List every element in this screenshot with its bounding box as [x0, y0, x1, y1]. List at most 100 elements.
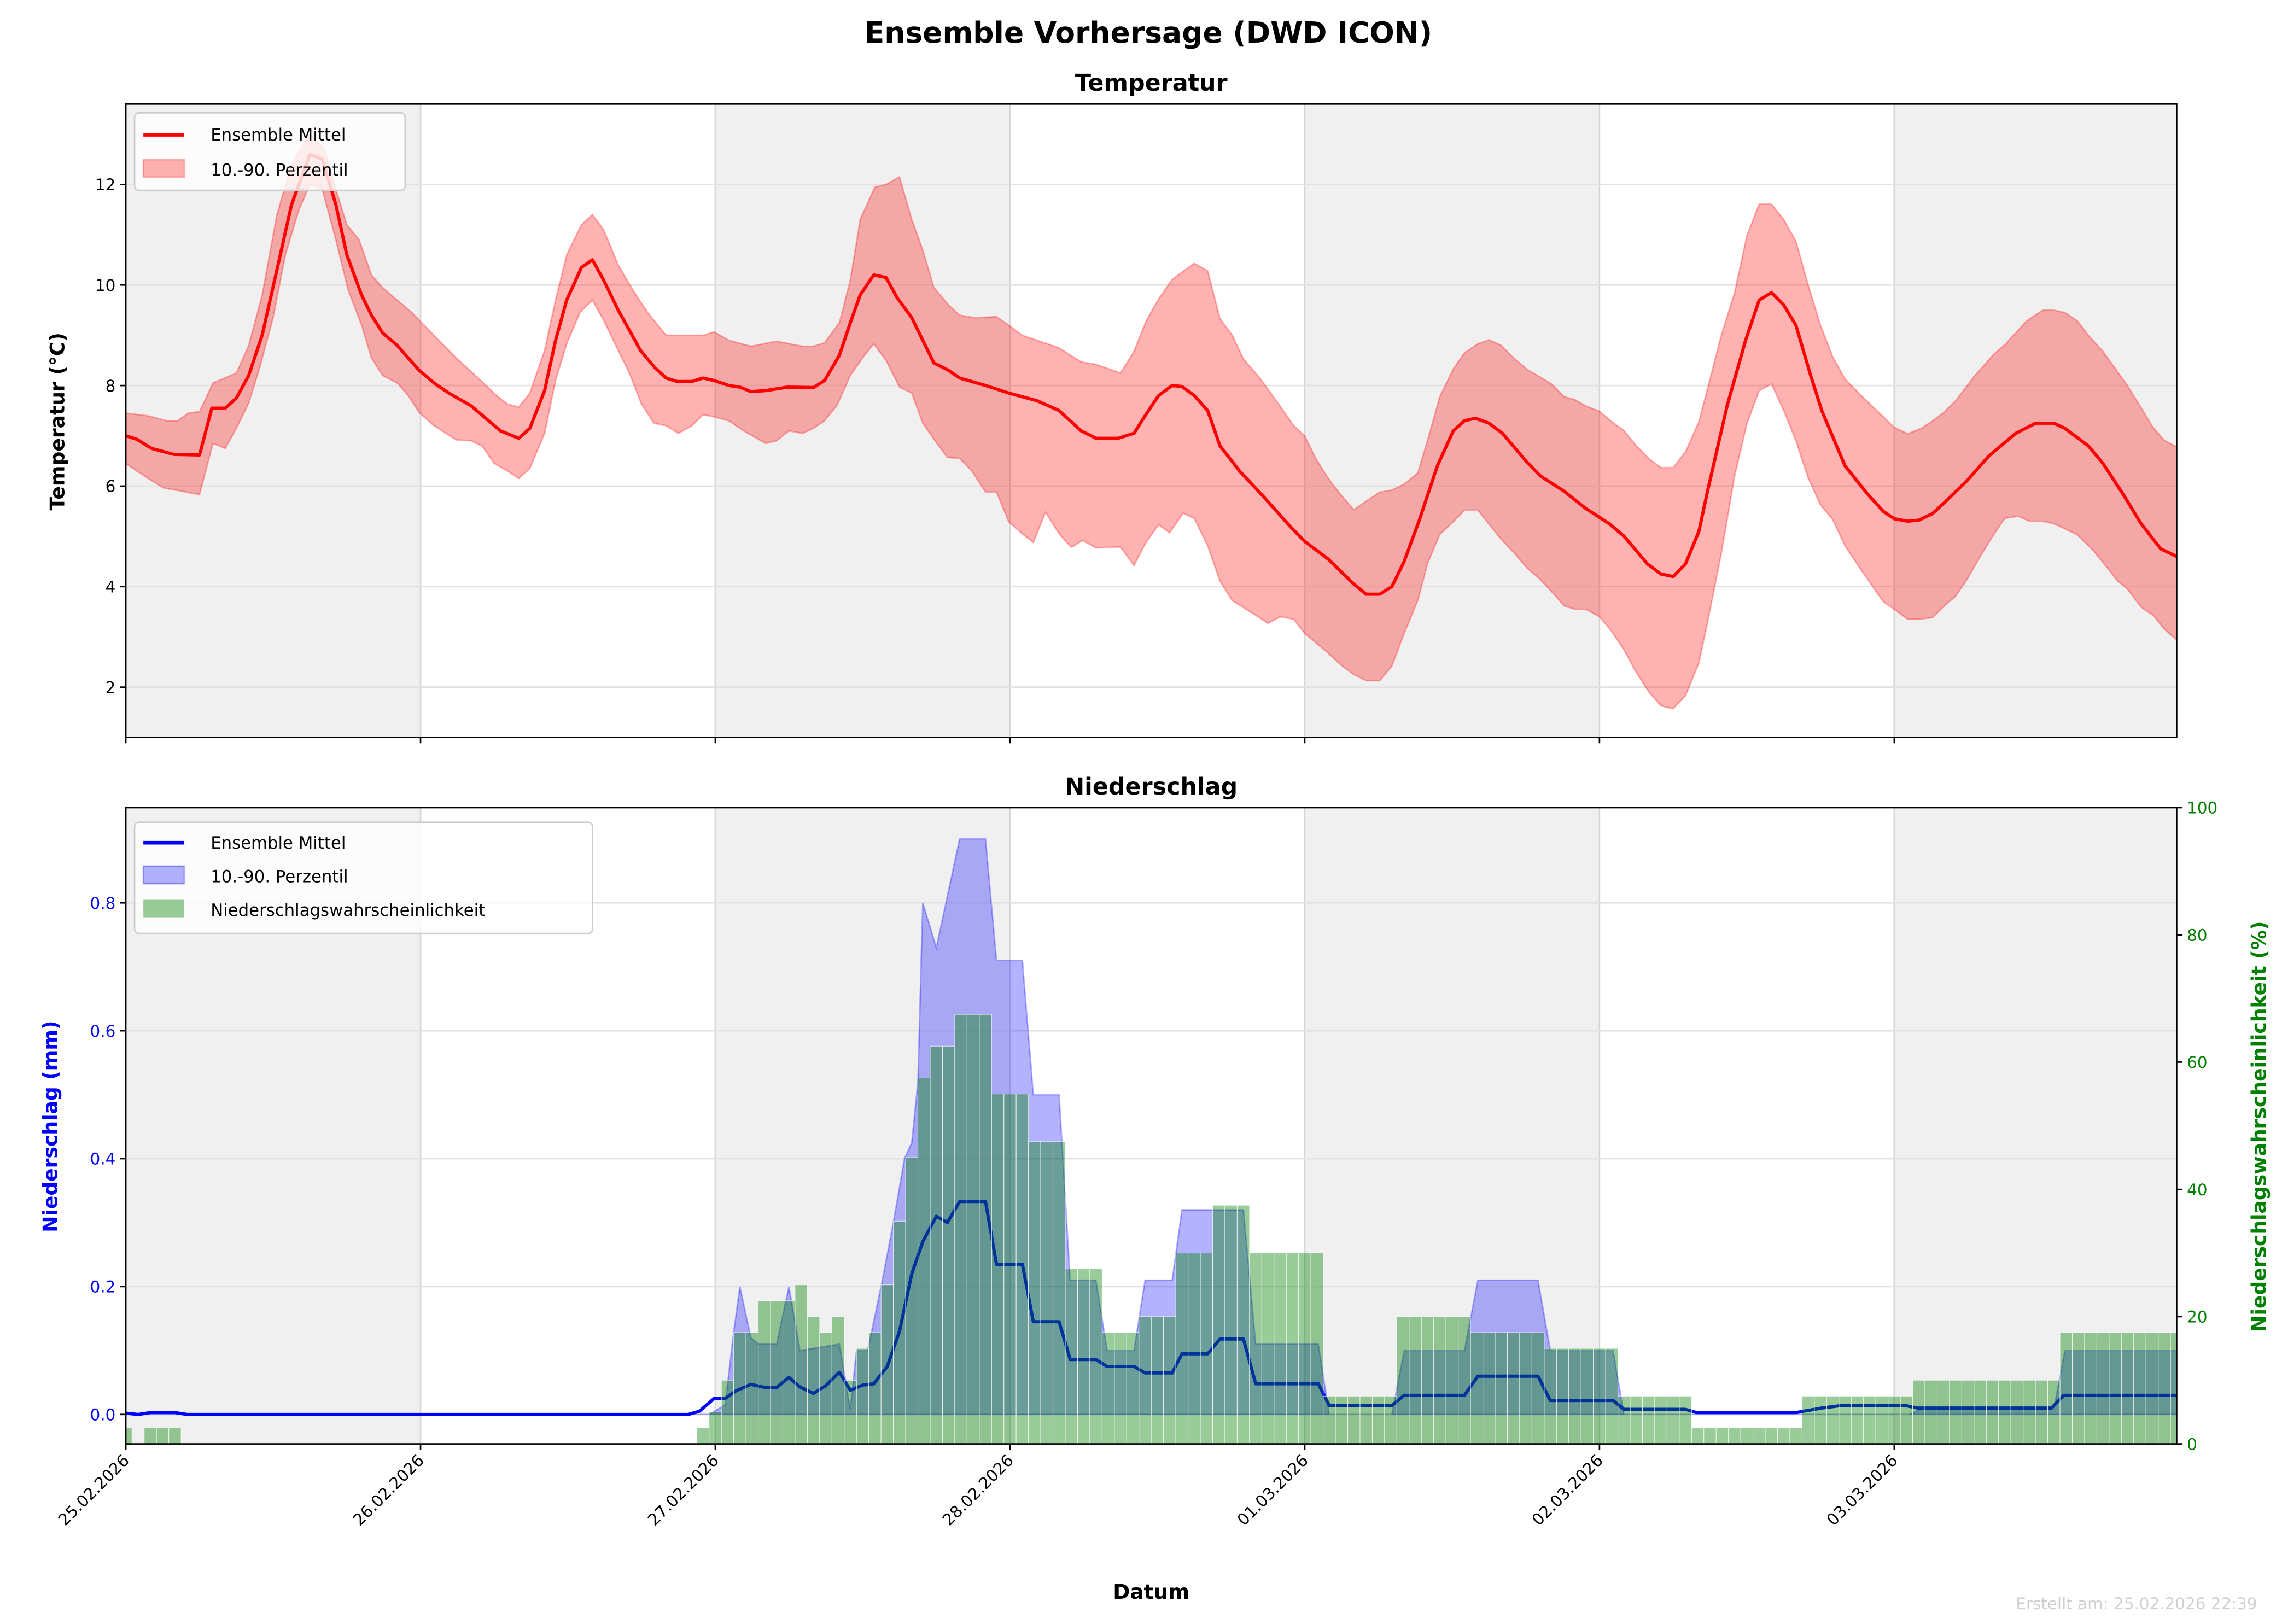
probability-bar [1163, 1316, 1176, 1445]
probability-bar [1028, 1141, 1041, 1445]
probability-bar [1175, 1252, 1189, 1445]
legend-band-icon [142, 159, 185, 178]
y-tick-label: 0.2 [90, 1278, 116, 1296]
legend-label-probability: Niederschlagswahrscheinlichkeit [211, 901, 485, 920]
y-right-tick-label: 40 [2187, 1181, 2207, 1199]
day-shade [1894, 807, 2177, 1444]
probability-bar [1605, 1348, 1619, 1445]
probability-bar [1888, 1395, 1901, 1445]
probability-bar [1077, 1269, 1090, 1445]
day-shade [1894, 104, 2177, 738]
probability-bar [770, 1300, 784, 1445]
probability-bar [1053, 1141, 1066, 1445]
y-tick-label: 0.8 [90, 894, 116, 913]
probability-bar [1483, 1332, 1496, 1445]
probability-bar [782, 1300, 796, 1445]
probability-bar [2010, 1380, 2024, 1445]
probability-bar [1249, 1252, 1262, 1445]
probability-bar [709, 1411, 722, 1445]
legend-label-mean: Ensemble Mittel [211, 125, 346, 145]
temperature-percentile-band [125, 133, 2178, 710]
probability-bar [1495, 1332, 1508, 1445]
probability-bar [1139, 1316, 1152, 1445]
probability-bar [1998, 1380, 2011, 1445]
precipitation-percentile-band [126, 838, 2178, 1416]
probability-bar [156, 1427, 170, 1445]
probability-bar [1089, 1269, 1102, 1445]
y-tick-label: 0.4 [90, 1150, 116, 1169]
temperature-mean-line [125, 153, 2178, 596]
probability-bar [1949, 1380, 1962, 1445]
probability-bar [1568, 1348, 1581, 1445]
day-shade [126, 104, 421, 738]
footer-timestamp: Erstellt am: 25.02.2026 22:39 [2016, 1594, 2257, 1613]
probability-bar [1974, 1380, 1987, 1445]
probability-bar [807, 1316, 820, 1445]
probability-bar [1409, 1316, 1422, 1445]
probability-bar [1924, 1380, 1938, 1445]
x-axis-label: Datum [1113, 1580, 1189, 1604]
probability-bar [1212, 1205, 1225, 1445]
probability-bar [1126, 1332, 1140, 1445]
probability-ylabel: Niederschlagswahrscheinlichkeit (%) [2248, 921, 2271, 1332]
y-tick-label: 12 [95, 176, 115, 194]
probability-bar [1298, 1252, 1311, 1445]
y-tick-label: 8 [106, 377, 116, 395]
probability-bar [1531, 1332, 1545, 1445]
probability-bar [831, 1316, 845, 1445]
probability-bar [125, 1427, 132, 1445]
probability-bar [1666, 1395, 1680, 1445]
probability-bar [1765, 1427, 1778, 1445]
probability-bar [1236, 1205, 1250, 1445]
probability-bar [1101, 1332, 1115, 1445]
probability-bar [819, 1332, 832, 1445]
probability-bar [905, 1157, 919, 1445]
probability-bar [696, 1427, 710, 1445]
temperature-title: Temperatur [1075, 69, 1228, 97]
probability-bar [1544, 1348, 1557, 1445]
temperature-axes-frame [125, 103, 2178, 738]
y-right-tick-label: 20 [2187, 1308, 2207, 1327]
probability-bar [930, 1045, 943, 1445]
y-tick-label: 2 [106, 678, 116, 697]
probability-bar [1015, 1094, 1029, 1445]
probability-bar [1371, 1395, 1385, 1445]
probability-bar [979, 1014, 992, 1445]
probability-bar [1433, 1316, 1446, 1445]
day-shade [715, 104, 1010, 738]
probability-bar [942, 1045, 955, 1445]
precipitation-legend: Ensemble Mittel 10.-90. Perzentil Nieder… [133, 821, 593, 934]
temperature-legend: Ensemble Mittel 10.-90. Perzentil [133, 112, 406, 191]
probability-bar [1986, 1380, 1999, 1445]
probability-bar [721, 1380, 734, 1445]
probability-bar [1961, 1380, 1975, 1445]
probability-bar [2071, 1332, 2085, 1445]
probability-bar [2047, 1380, 2061, 1445]
probability-bar [1777, 1427, 1790, 1445]
probability-bar [1875, 1395, 1889, 1445]
probability-bar [2158, 1332, 2171, 1445]
probability-bar [1224, 1205, 1238, 1445]
probability-bar [1691, 1427, 1705, 1445]
probability-bar [1642, 1395, 1655, 1445]
figure-title: Ensemble Vorhersage (DWD ICON) [865, 15, 1432, 50]
probability-bar [966, 1014, 980, 1445]
precipitation-ylabel: Niederschlag (mm) [38, 1020, 62, 1232]
probability-bar [918, 1077, 931, 1445]
probability-bar [1003, 1094, 1017, 1445]
probability-bar [1839, 1395, 1852, 1445]
y-tick-label: 6 [106, 477, 116, 496]
probability-bar [1458, 1316, 1471, 1445]
legend-bar-icon [143, 899, 185, 918]
legend-label-mean: Ensemble Mittel [211, 833, 346, 853]
probability-bar [1618, 1395, 1631, 1445]
probability-bar [1151, 1316, 1164, 1445]
probability-bar [758, 1300, 771, 1445]
probability-bar [168, 1427, 182, 1445]
probability-bar [2109, 1332, 2122, 1445]
probability-bar [2023, 1380, 2036, 1445]
day-shade [1304, 807, 1600, 1444]
probability-bar [1715, 1427, 1729, 1445]
